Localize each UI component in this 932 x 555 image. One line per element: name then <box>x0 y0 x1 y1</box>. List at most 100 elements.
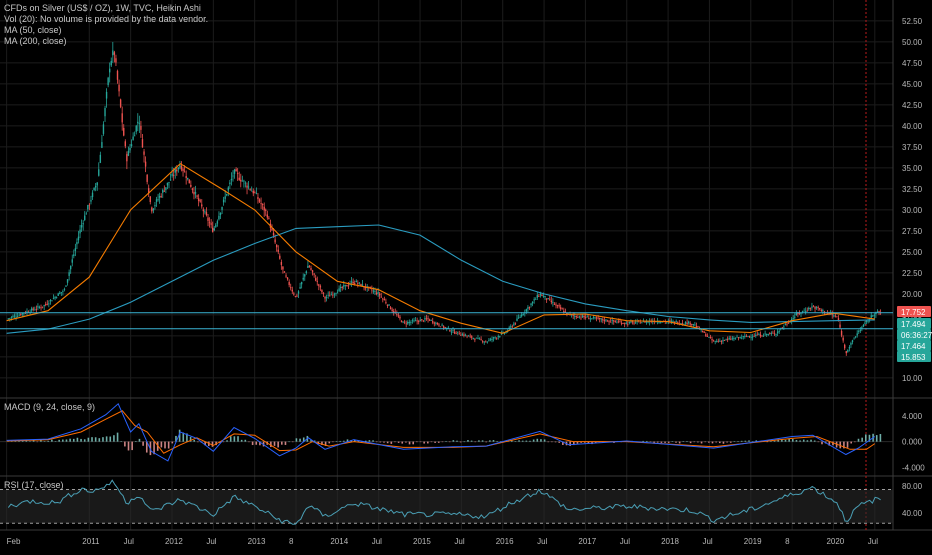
price-candle <box>623 323 626 325</box>
price-candle <box>110 60 112 66</box>
macd-histogram-bar <box>113 435 115 442</box>
price-candle <box>216 221 219 224</box>
price-candle <box>361 284 364 286</box>
price-candle <box>453 331 456 334</box>
macd-histogram-bar <box>423 441 425 444</box>
price-candle <box>711 339 713 341</box>
price-candle <box>268 217 270 219</box>
chart-title[interactable]: CFDs on Silver (US$ / OZ), 1W, TVC, Heik… <box>4 3 201 13</box>
price-candle <box>37 306 39 308</box>
price-badge-text: 17.494 <box>901 320 926 329</box>
price-candle <box>812 306 815 308</box>
macd-histogram-bar <box>47 440 50 442</box>
price-candle <box>801 311 804 312</box>
price-candle <box>748 336 751 338</box>
price-candle <box>558 305 560 307</box>
macd-histogram-bar <box>43 441 46 442</box>
macd-histogram-bar <box>737 441 739 442</box>
macd-histogram-bar <box>569 441 571 446</box>
price-candle <box>414 320 417 322</box>
price-candle <box>433 322 435 324</box>
price-candle <box>215 224 217 227</box>
price-candle <box>645 321 648 323</box>
price-candle <box>360 284 362 287</box>
price-candle <box>121 113 123 123</box>
macd-histogram-bar <box>456 440 458 442</box>
price-candle <box>405 323 407 325</box>
price-candle <box>446 327 448 329</box>
macd-pane[interactable] <box>0 402 893 462</box>
macd-histogram-bar <box>726 441 728 443</box>
macd-histogram-bar <box>441 441 444 443</box>
price-candle <box>333 293 336 295</box>
macd-histogram-bar <box>489 440 491 442</box>
macd-histogram-bar <box>448 441 451 443</box>
price-candle <box>68 272 70 276</box>
price-candle <box>486 341 489 343</box>
macd-histogram-bar <box>240 439 243 442</box>
price-candle <box>717 340 720 342</box>
price-candle <box>630 321 632 323</box>
price-candle <box>199 200 201 202</box>
price-candle <box>694 324 696 326</box>
macd-histogram-bar <box>868 434 871 442</box>
price-candle <box>758 333 760 335</box>
macd-histogram-bar <box>124 441 126 447</box>
price-candle <box>293 293 295 295</box>
price-candle <box>603 320 606 322</box>
macd-histogram-bar <box>29 441 31 442</box>
macd-histogram-bar <box>536 438 539 442</box>
price-candle <box>357 283 359 284</box>
price-candle <box>474 339 476 341</box>
rsi-label[interactable]: RSI (17, close) <box>4 480 64 490</box>
price-candle <box>759 334 762 337</box>
macd-histogram-bar <box>153 441 155 455</box>
price-candle <box>438 324 440 326</box>
price-candle <box>736 336 738 338</box>
price-candle <box>344 284 347 286</box>
time-axis-label: Jul <box>702 537 712 546</box>
price-candle <box>190 184 192 187</box>
macd-histogram-bar <box>795 440 798 442</box>
macd-histogram-bar <box>394 441 396 443</box>
price-candle <box>485 341 487 343</box>
ma50-legend[interactable]: MA (50, close) <box>4 25 62 35</box>
price-candle <box>783 326 785 328</box>
price-candle <box>246 185 248 188</box>
price-candle <box>130 144 133 147</box>
price-candle <box>339 287 342 288</box>
ma200-line <box>6 224 875 334</box>
price-candle <box>399 316 401 319</box>
rsi-pane[interactable] <box>0 479 893 525</box>
macd-histogram-bar <box>178 429 181 442</box>
macd-histogram-bar <box>310 440 312 442</box>
axis-layer: 10.0012.5015.0017.5020.0022.5025.0027.50… <box>7 17 932 546</box>
ma200-legend[interactable]: MA (200, close) <box>4 36 67 46</box>
price-candle <box>549 298 551 300</box>
macd-histogram-bar <box>51 439 53 442</box>
macd-histogram-bar <box>704 441 707 443</box>
macd-histogram-bar <box>532 439 535 442</box>
price-pane[interactable] <box>0 41 893 356</box>
macd-histogram-bar <box>682 441 685 442</box>
price-candle <box>815 306 818 308</box>
price-candle <box>400 320 403 323</box>
macd-signal-line <box>6 410 876 454</box>
price-candle <box>305 271 308 274</box>
price-candle <box>614 321 617 322</box>
price-candle <box>776 331 779 334</box>
price-candle <box>169 179 172 181</box>
price-candle <box>751 336 754 338</box>
macd-histogram-bar <box>135 441 137 442</box>
price-candle <box>442 326 445 328</box>
price-candle <box>514 322 517 324</box>
price-axis-label: 37.50 <box>902 143 923 152</box>
macd-histogram-bar <box>799 440 801 442</box>
macd-label[interactable]: MACD (9, 24, close, 9) <box>4 402 96 412</box>
time-axis-label: 2012 <box>165 537 183 546</box>
price-candle <box>354 283 356 284</box>
price-candle <box>279 255 281 259</box>
volume-note[interactable]: Vol (20): No volume is provided by the d… <box>4 14 209 24</box>
macd-histogram-bar <box>313 440 316 442</box>
